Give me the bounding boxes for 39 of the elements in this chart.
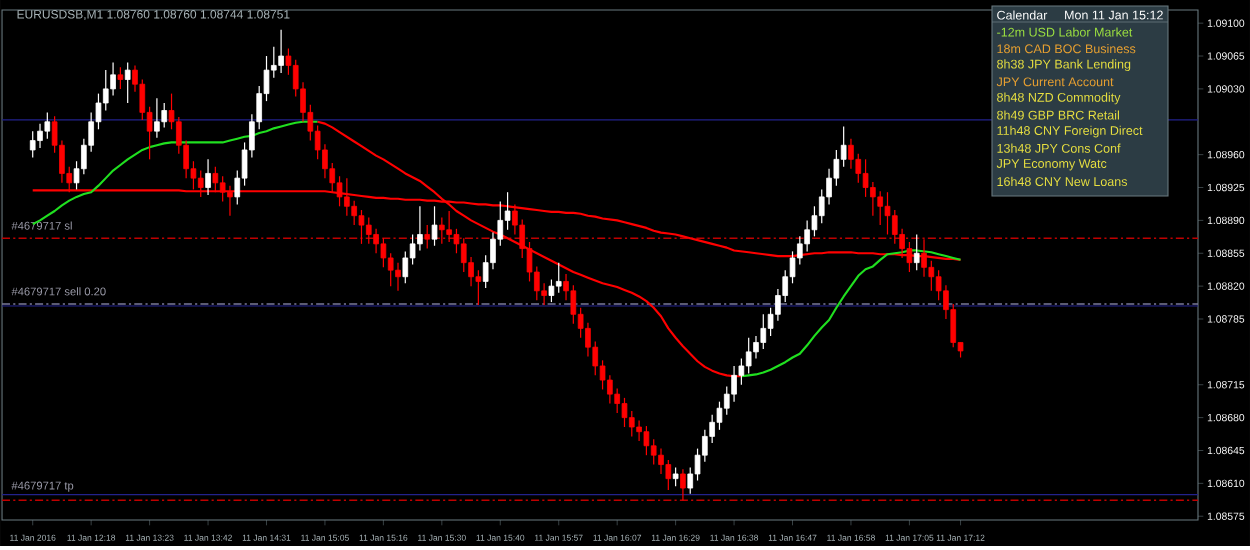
candlestick bbox=[760, 313, 767, 350]
candlestick bbox=[439, 217, 445, 245]
candlestick bbox=[658, 448, 664, 475]
candlestick bbox=[680, 468, 686, 502]
candlestick bbox=[731, 365, 737, 403]
candlestick bbox=[124, 62, 131, 104]
candlestick bbox=[848, 138, 854, 170]
candlestick bbox=[913, 234, 920, 271]
candlestick bbox=[446, 210, 452, 243]
candlestick bbox=[29, 130, 36, 159]
candlestick bbox=[804, 219, 810, 253]
candlestick bbox=[373, 228, 379, 255]
candlestick bbox=[37, 123, 43, 149]
candlestick bbox=[424, 224, 431, 250]
candlestick bbox=[417, 205, 423, 252]
candlestick bbox=[380, 237, 387, 269]
candlestick bbox=[110, 62, 116, 97]
candlestick bbox=[884, 191, 891, 236]
candlestick bbox=[628, 410, 635, 438]
candlestick bbox=[877, 190, 883, 226]
candlestick bbox=[650, 438, 657, 466]
candlestick bbox=[154, 97, 160, 139]
candlestick bbox=[44, 111, 51, 140]
candlestick bbox=[395, 262, 401, 292]
candlestick bbox=[753, 335, 759, 360]
candlestick bbox=[672, 466, 679, 487]
candlestick bbox=[278, 29, 284, 74]
candlestick bbox=[745, 337, 752, 375]
candlestick bbox=[402, 250, 409, 285]
candlestick bbox=[431, 205, 438, 247]
candlestick bbox=[636, 419, 642, 442]
candlestick bbox=[358, 209, 365, 245]
candlestick bbox=[643, 425, 650, 456]
candlestick bbox=[205, 158, 211, 196]
candlestick bbox=[870, 181, 876, 217]
candlestick bbox=[365, 217, 372, 245]
candlestick bbox=[548, 279, 555, 303]
candlestick bbox=[555, 262, 562, 294]
candlestick bbox=[117, 66, 124, 90]
